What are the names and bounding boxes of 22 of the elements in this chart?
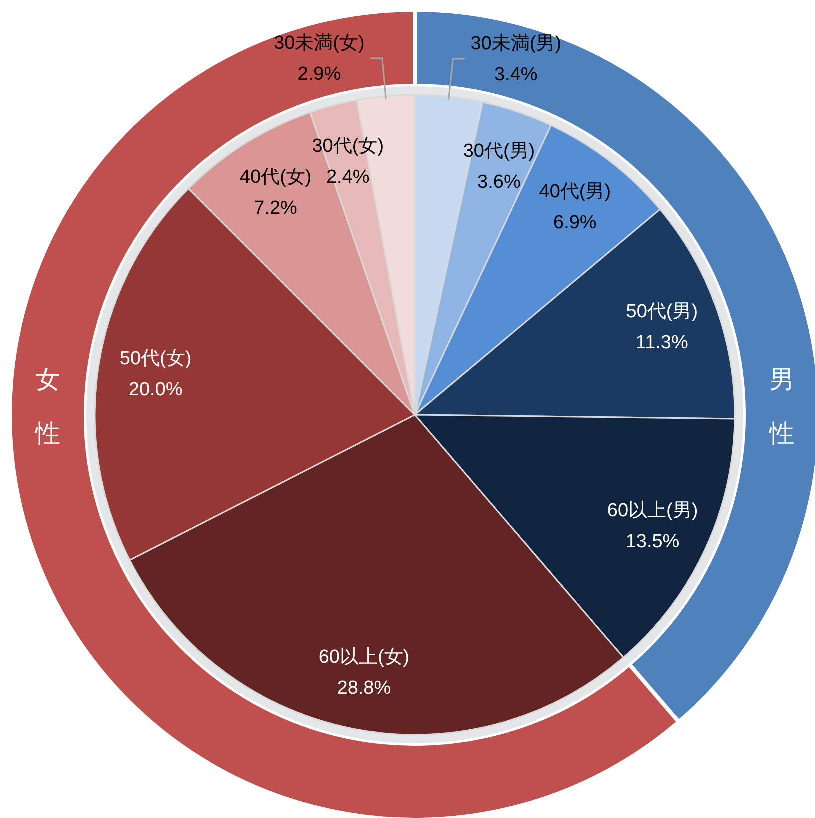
slice-label: 60以上(女) (318, 646, 410, 668)
data-label: 20.0% (128, 378, 183, 400)
data-label: 3.6% (478, 171, 521, 192)
data-label: 6.9% (554, 212, 597, 234)
data-label: 2.9% (298, 63, 342, 84)
slice-label: 50代(女) (120, 348, 192, 369)
slice-label: 30代(女) (312, 135, 384, 156)
slice-label: 40代(女) (240, 166, 312, 188)
slice-label: 男性 (768, 366, 794, 448)
data-label: 3.4% (494, 64, 538, 86)
slice-label: 50代(男) (626, 300, 698, 322)
slice-label: 30代(男) (463, 140, 536, 162)
slice-label: 40代(男) (539, 181, 612, 202)
data-label: 7.2% (254, 198, 298, 219)
data-label: 13.5% (626, 530, 680, 552)
data-label: 11.3% (636, 332, 688, 353)
slice-label: 女性 (34, 366, 60, 448)
data-label: 2.4% (326, 166, 370, 188)
data-label: 28.8% (337, 677, 392, 698)
slice-label: 60以上(男) (607, 500, 698, 521)
slice-label: 30未満(男) (470, 33, 562, 54)
slice-label: 30未満(女) (274, 32, 365, 54)
